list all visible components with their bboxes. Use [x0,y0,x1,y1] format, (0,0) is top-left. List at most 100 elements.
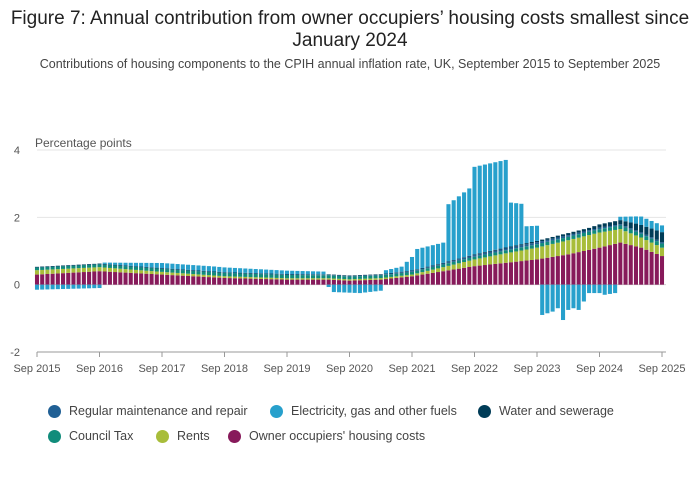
bar-segment [613,284,618,294]
x-tick-label: Sep 2019 [263,363,310,375]
bar-segment [607,230,612,246]
bar-segment [71,268,76,273]
bar-segment [633,216,638,224]
bar-segment [149,274,154,285]
bar-segment [446,262,451,264]
bar-segment [87,284,92,289]
bar-segment [404,271,409,273]
bar-segment [383,274,388,275]
bar-segment [97,271,102,285]
bar-segment [602,226,607,229]
bar-segment [623,226,628,228]
bar-segment [258,277,263,279]
x-tick-label: Sep 2021 [388,363,435,375]
bar-segment [389,278,394,285]
bar-segment [159,268,165,272]
bar-segment [238,273,243,277]
bar-segment [363,275,368,276]
bar-segment [196,265,201,271]
bar-segment [545,239,550,242]
legend-item[interactable]: Owner occupiers' housing costs [228,429,425,443]
bar-segment [441,242,446,263]
bar-segment [394,273,399,277]
bar-segment [561,236,566,239]
bar-segment [357,276,362,279]
bar-segment [389,272,394,274]
bar-segment [514,203,519,246]
bar-segment [514,248,519,252]
bar-segment [566,235,571,237]
bar-segment [446,263,451,266]
x-tick-label: Sep 2025 [638,363,685,375]
legend-item[interactable]: Council Tax [48,429,133,443]
bar-segment [467,188,472,256]
bar-segment [524,244,529,247]
bar-segment [316,271,321,275]
bar-segment [191,270,196,275]
bar-segment [191,274,196,277]
bar-segment [399,272,404,274]
bar-segment [97,267,102,272]
bar-segment [180,264,185,270]
legend-item[interactable]: Water and sewerage [478,404,614,418]
bar-segment [644,236,649,241]
legend-item[interactable]: Electricity, gas and other fuels [270,404,457,418]
bar-segment [50,269,55,274]
bar-segment [180,275,185,285]
bar-segment [420,269,425,273]
bar-segment [154,268,159,272]
bar-segment [331,278,336,280]
bar-segment [311,279,316,285]
bar-segment [107,264,112,265]
bar-segment [342,279,347,281]
legend-item[interactable]: Regular maintenance and repair [48,404,248,418]
bar-segment [503,247,508,249]
bar-segment [566,233,571,236]
bar-segment [175,264,180,270]
bar-segment [40,266,45,268]
bar-segment [92,271,97,285]
bar-segment [576,252,581,285]
bar-segment [290,278,295,280]
bar-segment [503,250,508,254]
bar-segment [555,237,560,240]
bar-segment [451,269,456,285]
bar-segment [373,274,378,276]
bar-segment [87,264,92,265]
bar-segment [508,262,513,285]
bar-segment [566,284,571,310]
bar-segment [186,270,191,271]
bar-segment [597,247,602,285]
bar-segment [514,245,519,247]
bar-segment [87,267,92,272]
bar-segment [34,274,40,285]
bar-segment [196,270,201,272]
bar-segment [128,266,133,267]
bar-segment [191,270,196,271]
bar-segment [649,242,654,252]
bar-segment [399,275,404,278]
bar-segment [415,273,420,276]
bar-segment [274,270,279,274]
bar-segment [144,262,149,267]
bar-segment [311,271,316,275]
bar-segment [290,279,295,285]
bar-segment [644,218,649,227]
bar-segment [311,274,316,276]
legend-item[interactable]: Rents [156,429,210,443]
bar-segment [587,284,592,294]
legend-swatch [48,404,61,418]
bar-segment [321,278,326,280]
bar-segment [508,202,513,247]
bar-segment [503,248,508,251]
bar-segment [623,243,628,285]
bar-segment [113,265,118,266]
bar-segment [618,224,623,226]
bar-segment [654,223,659,231]
bar-segment [107,264,112,268]
bar-segment [378,284,383,291]
x-tick-label: Sep 2016 [76,363,123,375]
bar-segment [373,274,378,275]
bar-segment [357,278,362,281]
bar-segment [409,276,415,285]
